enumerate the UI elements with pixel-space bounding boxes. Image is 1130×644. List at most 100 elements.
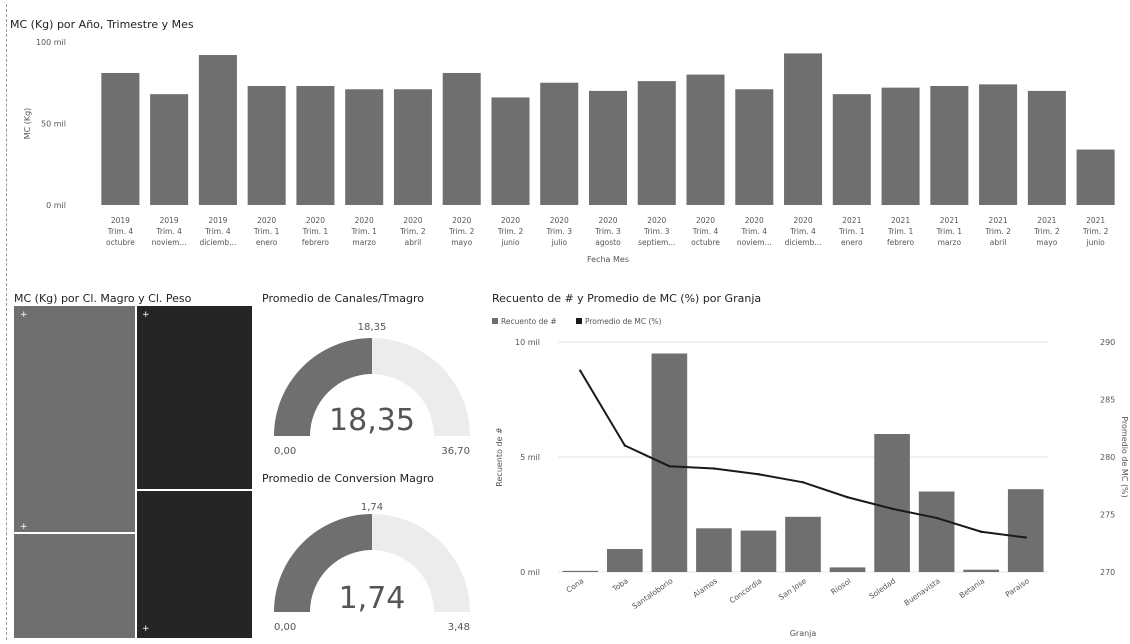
y2-tick-label: 290 bbox=[1100, 338, 1115, 347]
report-canvas bbox=[6, 4, 1125, 640]
bar[interactable] bbox=[198, 55, 237, 205]
x-tick-label: San Jose bbox=[777, 576, 809, 602]
gauge-max-label: 3,48 bbox=[448, 622, 470, 633]
bar[interactable] bbox=[393, 89, 432, 205]
bar[interactable] bbox=[540, 82, 579, 205]
bar[interactable] bbox=[740, 530, 777, 572]
x-tick-label: Trim. 4 bbox=[741, 227, 768, 236]
x-tick-label: Trim. 1 bbox=[350, 227, 377, 236]
y-axis-label: MC (Kg) bbox=[23, 108, 32, 140]
bar[interactable] bbox=[651, 353, 688, 573]
bar[interactable] bbox=[588, 90, 628, 205]
line-point bbox=[935, 516, 938, 520]
bar[interactable] bbox=[607, 549, 643, 572]
line-point bbox=[979, 530, 983, 533]
x-tick-label: Buenavista bbox=[902, 576, 941, 607]
x-axis-label: Fecha Mes bbox=[587, 255, 629, 264]
gauge-canales-tmagro[interactable]: 18,35 18,35 0,00 36,70 bbox=[262, 308, 482, 468]
bar[interactable] bbox=[296, 86, 335, 205]
bar[interactable] bbox=[637, 81, 676, 205]
gauge-target-label: 18,35 bbox=[358, 322, 387, 333]
x-tick-label: 2020 bbox=[403, 216, 422, 225]
bar[interactable] bbox=[345, 89, 384, 205]
treemap-mark: + bbox=[20, 310, 28, 320]
gauge1-title: Promedio de Canales/Tmagro bbox=[262, 292, 425, 305]
x-tick-label: Trim. 4 bbox=[789, 227, 816, 236]
y-tick-label: 5 mil bbox=[520, 453, 540, 462]
line-point bbox=[579, 369, 582, 372]
x-tick-label: 2020 bbox=[452, 216, 471, 225]
x-tick-label: 2020 bbox=[696, 216, 715, 225]
bar[interactable] bbox=[150, 94, 189, 205]
y2-tick-label: 275 bbox=[1100, 511, 1115, 520]
treemap-cell[interactable] bbox=[137, 306, 252, 489]
bar[interactable] bbox=[832, 94, 871, 205]
x-tick-label: marzo bbox=[938, 238, 962, 247]
x-tick-label: 2020 bbox=[647, 216, 666, 225]
bar[interactable] bbox=[881, 87, 920, 205]
x-tick-label: Trim. 1 bbox=[838, 227, 865, 236]
x-tick-label: 2020 bbox=[501, 216, 520, 225]
gauge-value: 18,35 bbox=[329, 403, 415, 438]
granja-combo-chart[interactable]: Recuento de # Promedio de MC (%) 0 mil 5 mi… bbox=[488, 306, 1128, 642]
bar[interactable] bbox=[1027, 90, 1066, 205]
treemap-cell[interactable] bbox=[14, 534, 135, 638]
bar[interactable] bbox=[491, 97, 530, 205]
gauge-min-label: 0,00 bbox=[274, 622, 296, 633]
x-tick-label: Trim. 3 bbox=[594, 227, 621, 236]
treemap-cell[interactable] bbox=[14, 306, 135, 532]
treemap-mark: + bbox=[142, 624, 150, 634]
y-tick-label: 10 mil bbox=[515, 338, 540, 347]
bar[interactable] bbox=[785, 516, 821, 572]
x-tick-label: Alamos bbox=[691, 576, 719, 599]
x-tick-label: 2020 bbox=[598, 216, 617, 225]
line-series bbox=[579, 370, 1026, 539]
treemap-cell[interactable] bbox=[137, 491, 252, 638]
x-tick-label: Trim. 4 bbox=[692, 227, 719, 236]
x-tick-label: enero bbox=[841, 238, 863, 247]
bar[interactable] bbox=[918, 491, 955, 573]
x-tick-label: Trim. 2 bbox=[1082, 227, 1109, 236]
gauge-conversion-magro[interactable]: 1,74 1,74 0,00 3,48 bbox=[262, 488, 482, 638]
bar[interactable] bbox=[829, 567, 866, 572]
x-tick-label: agosto bbox=[595, 238, 621, 247]
bar[interactable] bbox=[562, 570, 599, 572]
bar[interactable] bbox=[442, 72, 481, 205]
bar[interactable] bbox=[1076, 149, 1115, 205]
bar[interactable] bbox=[963, 569, 999, 572]
mc-by-month-bar-chart[interactable]: 0 mil 50 mil 100 mil MC (Kg) 2019 Trim. 4 octu… bbox=[0, 30, 1130, 280]
x-tick-label: 2019 bbox=[111, 216, 130, 225]
x-tick-label: Trim. 1 bbox=[887, 227, 914, 236]
x-tick-label: 2021 bbox=[891, 216, 910, 225]
x-tick-label: junio bbox=[500, 238, 520, 247]
x-tick-label: octubre bbox=[106, 238, 135, 247]
x-tick-label: 2019 bbox=[208, 216, 227, 225]
x-tick-label: junio bbox=[1085, 238, 1105, 247]
x-tick-label: Riosol bbox=[829, 576, 853, 596]
x-tick-label: Trim. 1 bbox=[302, 227, 329, 236]
bar[interactable] bbox=[784, 53, 823, 205]
bar[interactable] bbox=[874, 434, 910, 572]
bar[interactable] bbox=[979, 84, 1018, 205]
x-tick-label: 2020 bbox=[355, 216, 374, 225]
bar[interactable] bbox=[247, 86, 286, 205]
y2-tick-label: 270 bbox=[1100, 568, 1115, 577]
x-tick-label: Trim. 4 bbox=[155, 227, 182, 236]
x-tick-label: noviem... bbox=[152, 238, 187, 247]
bar[interactable] bbox=[930, 86, 969, 205]
x-tick-label: Trim. 2 bbox=[448, 227, 475, 236]
bar[interactable] bbox=[1007, 489, 1044, 572]
bar[interactable] bbox=[735, 89, 774, 205]
x-tick-label: 2021 bbox=[989, 216, 1008, 225]
bar[interactable] bbox=[686, 74, 725, 205]
bar[interactable] bbox=[101, 72, 140, 205]
x-tick-label: marzo bbox=[352, 238, 376, 247]
gauge-min-label: 0,00 bbox=[274, 446, 296, 457]
gauge2-title: Promedio de Conversion Magro bbox=[262, 472, 434, 485]
treemap-chart[interactable]: + + + + bbox=[14, 306, 252, 638]
x-tick-label: Trim. 1 bbox=[936, 227, 963, 236]
x-tick-label: diciemb... bbox=[785, 238, 822, 247]
bar-chart-title: MC (Kg) por Año, Trimestre y Mes bbox=[10, 18, 194, 31]
bar[interactable] bbox=[696, 528, 732, 572]
x-tick-label: Toba bbox=[610, 576, 630, 594]
